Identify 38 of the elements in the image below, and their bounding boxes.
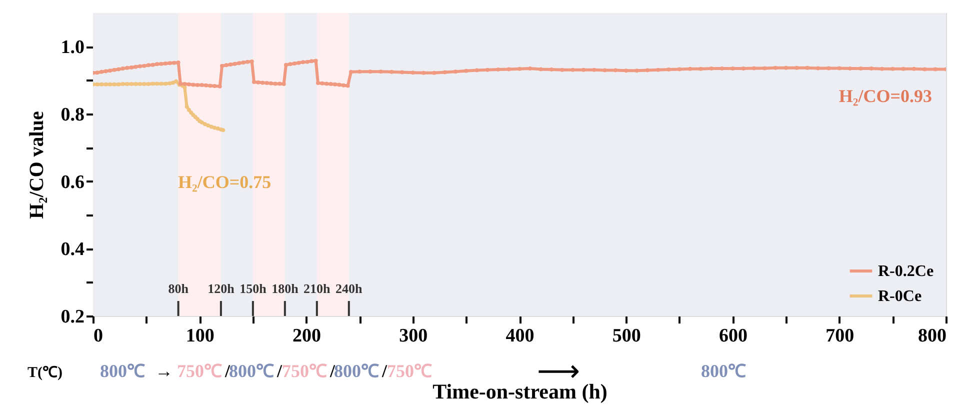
x-tick-label: 500 [612,326,641,346]
x-tick-label: 700 [826,326,854,346]
annotation: H₂/CO=0.93 [838,86,932,106]
y-tick-label: 0.4 [60,239,85,260]
y-tick-label: 0.6 [60,172,84,193]
x-tick-label: 800 [918,326,946,346]
text: 800℃ [229,361,274,381]
x-tick-label: 300 [399,326,428,346]
text: / [224,361,231,381]
text: 800℃ [100,361,145,381]
text: 750℃ [177,361,222,381]
annotation: H₂/CO=0.75 [178,172,272,192]
text: T(℃) [28,365,62,381]
ref-line-label: 180h [272,281,300,296]
y-axis-title: H₂/CO value [26,111,48,219]
y-tick-label: 0.2 [60,306,84,328]
y-tick-label: 1.0 [60,37,84,58]
x-tick-label: 0 [94,326,103,346]
text: 800℃ [334,361,379,381]
ref-line-label: 80h [168,281,190,296]
x-tick-label: 200 [292,326,321,346]
text: 750℃ [282,361,327,381]
text: → [155,361,173,381]
text: 750℃ [387,361,432,381]
ref-line-label: 210h [304,281,332,296]
legend-label: R-0.2Ce [878,263,934,280]
text: / [276,361,283,381]
text: / [329,361,336,381]
x-tick-label: 100 [186,326,214,346]
ref-line-label: 240h [336,281,364,296]
ref-line-label: 150h [240,281,268,296]
x-tick-label: 600 [719,326,748,346]
text: / [381,361,388,381]
text: 800℃ [701,361,746,381]
legend-label: R-0Ce [878,288,922,305]
x-tick-label: 400 [506,326,534,346]
ref-line-label: 120h [208,281,236,296]
y-tick-label: 0.8 [60,104,84,126]
